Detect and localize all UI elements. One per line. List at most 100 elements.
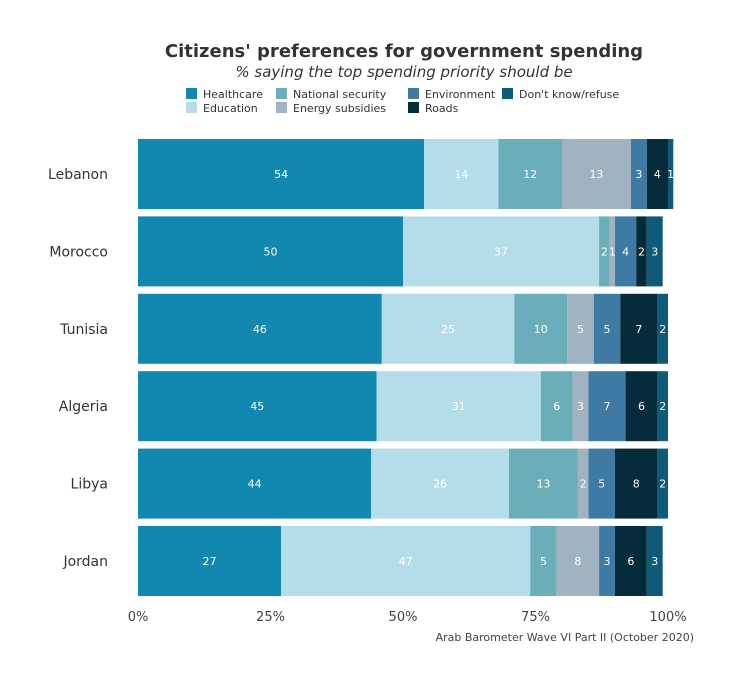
bar-row: 44 26 13 2 5 8 2: [138, 448, 668, 519]
bar-value-label: 7: [604, 400, 611, 413]
bar-value-label: 3: [577, 400, 584, 413]
bar-value-label: 14: [454, 168, 468, 181]
bar-value-label: 44: [248, 478, 262, 491]
bar-segment: [668, 139, 674, 209]
bar-value-label: 2: [580, 478, 587, 491]
bar-segment: [657, 448, 668, 519]
bar-segment: [498, 139, 562, 209]
bar-segment: [615, 448, 658, 519]
bar-value-label: 2: [659, 400, 666, 413]
bar-segment: [577, 448, 589, 519]
category-label: Jordan: [62, 554, 108, 570]
bar-segment: [514, 293, 568, 364]
bar-segment: [620, 293, 658, 364]
bar-value-label: 4: [654, 168, 661, 181]
bar-segment: [636, 216, 647, 287]
bar-value-label: 6: [627, 555, 634, 568]
bar-row: 45 31 6 3 7 6 2: [138, 371, 668, 442]
bar-value-label: 45: [250, 400, 264, 413]
bar-segment: [657, 293, 668, 364]
x-axis-ticks: 0% 25% 50% 75% 100%: [128, 610, 687, 625]
chart-title: Citizens' preferences for government spe…: [165, 41, 643, 62]
bar-value-label: 3: [651, 555, 658, 568]
bar-segment: [593, 293, 621, 364]
bar-value-label: 13: [589, 168, 603, 181]
chart-subtitle: % saying the top spending priority shoul…: [235, 63, 572, 81]
bar-value-label: 12: [523, 168, 537, 181]
bar-value-label: 2: [659, 323, 666, 336]
bar-value-label: 2: [638, 245, 645, 258]
bar-segment: [138, 293, 382, 364]
bar-value-label: 27: [203, 555, 217, 568]
legend-swatch: [276, 88, 287, 99]
bar-value-label: 5: [577, 323, 584, 336]
bar-segment: [138, 526, 282, 596]
category-label: Lebanon: [48, 167, 108, 183]
bar-value-label: 31: [452, 400, 466, 413]
bar-segment: [381, 293, 515, 364]
bar-value-label: 5: [598, 478, 605, 491]
bar-segment: [562, 139, 631, 209]
bar-segment: [588, 371, 626, 442]
legend-label: Energy subsidies: [293, 102, 386, 115]
bar-value-label: 1: [667, 168, 674, 181]
legend-label: Roads: [425, 102, 459, 115]
bar-value-label: 1: [609, 245, 616, 258]
bar-value-label: 2: [601, 245, 608, 258]
bar-row: 50 37 2 1 4 2 3: [138, 216, 663, 287]
bar-segment: [630, 139, 647, 209]
bar-segment: [646, 216, 663, 287]
x-tick-label: 0%: [128, 610, 149, 625]
bar-segment: [657, 371, 668, 442]
bar-row: 54 14 12 13 3 4 1: [138, 139, 674, 209]
bar-value-label: 8: [633, 478, 640, 491]
bar-row: 27 47 5 8 3 6 3: [138, 526, 663, 596]
bar-value-label: 26: [433, 478, 447, 491]
bar-value-label: 37: [494, 245, 508, 258]
bar-segment: [646, 139, 668, 209]
bar-value-label: 7: [635, 323, 642, 336]
category-label: Libya: [71, 477, 108, 493]
bar-segment: [572, 371, 589, 442]
x-tick-label: 75%: [521, 610, 550, 625]
category-label: Tunisia: [59, 322, 108, 338]
bar-value-label: 3: [635, 168, 642, 181]
bar-value-label: 3: [651, 245, 658, 258]
bar-value-label: 6: [553, 400, 560, 413]
bar-segment: [609, 216, 615, 287]
bar-segment: [138, 448, 372, 519]
legend-swatch: [408, 88, 419, 99]
legend-swatch: [186, 102, 197, 113]
bar-segment: [556, 526, 600, 596]
bar-value-label: 25: [441, 323, 455, 336]
bar-value-label: 10: [534, 323, 548, 336]
bar-segment: [138, 139, 425, 209]
bars: 54 14 12 13 3 4 150 37 2 1 4 2 346 25 10 5 5 7 245 31 6 3 7 6 24…: [138, 139, 674, 596]
x-tick-label: 50%: [389, 610, 418, 625]
bar-segment: [567, 293, 594, 364]
bar-segment: [281, 526, 531, 596]
bar-value-label: 6: [638, 400, 645, 413]
bar-value-label: 5: [604, 323, 611, 336]
bar-value-label: 13: [536, 478, 550, 491]
bar-segment: [424, 139, 499, 209]
bar-segment: [403, 216, 600, 287]
bar-row: 46 25 10 5 5 7 2: [138, 293, 668, 364]
bar-value-label: 3: [604, 555, 611, 568]
bar-segment: [540, 371, 573, 442]
bar-segment: [138, 216, 403, 287]
bar-segment: [371, 448, 509, 519]
legend-swatch: [408, 102, 419, 113]
bar-segment: [530, 526, 557, 596]
legend-swatch: [276, 102, 287, 113]
bar-segment: [615, 216, 637, 287]
legend-swatch: [186, 88, 197, 99]
legend-label: Education: [203, 102, 258, 115]
category-labels: Lebanon Morocco Tunisia Algeria Libya Jordan: [48, 167, 108, 570]
legend-label: National security: [293, 88, 387, 101]
legend-label: Environment: [425, 88, 496, 101]
category-label: Morocco: [49, 244, 108, 260]
bar-value-label: 5: [540, 555, 547, 568]
